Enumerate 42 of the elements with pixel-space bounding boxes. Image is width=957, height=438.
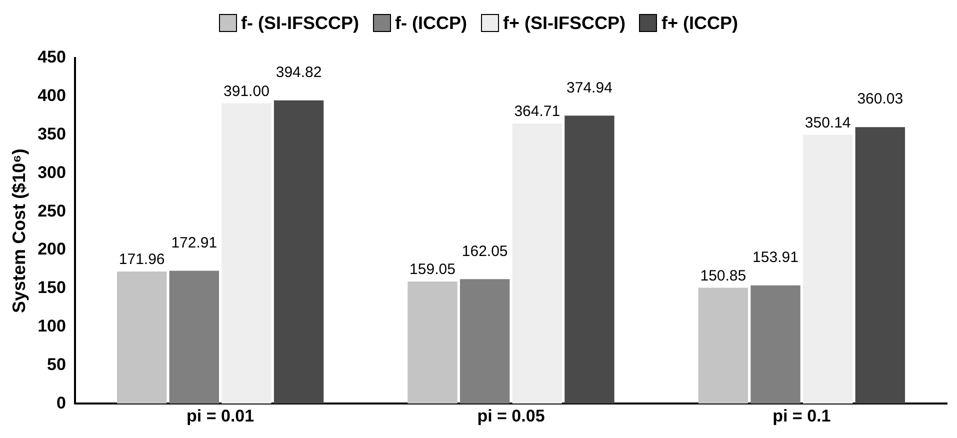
data-label: 159.05 (410, 261, 456, 278)
bar (564, 116, 614, 404)
bar (512, 124, 562, 404)
bar (274, 100, 324, 404)
data-label: 171.96 (118, 251, 165, 268)
y-axis-title: System Cost ($10⁶) (8, 148, 29, 313)
y-tick-label: 450 (38, 48, 66, 67)
bar (802, 134, 853, 404)
bar (408, 281, 458, 404)
bar (169, 270, 219, 404)
y-tick-label: 250 (38, 201, 66, 220)
x-tick-label: pi = 0.1 (772, 406, 831, 426)
data-label: 394.82 (276, 64, 322, 82)
bar (222, 103, 272, 404)
bar (116, 272, 167, 404)
x-tick-label: pi = 0.05 (477, 406, 545, 426)
y-tick-label: 300 (38, 162, 66, 182)
data-label: 153.91 (752, 249, 798, 266)
y-tick-label: 0 (56, 393, 66, 412)
legend-label: f- (SI-IFSCCP) (241, 12, 359, 34)
data-label: 172.91 (171, 234, 218, 252)
data-label: 150.85 (700, 267, 746, 284)
data-label: 364.71 (514, 103, 560, 120)
y-tick-label: 350 (38, 124, 66, 144)
bar (698, 288, 748, 404)
legend-label: f- (ICCP) (394, 12, 467, 34)
bar (750, 285, 800, 404)
x-tick-label: pi = 0.01 (186, 406, 254, 426)
y-tick-label: 150 (38, 278, 66, 298)
y-tick-label: 100 (38, 316, 66, 336)
data-label: 162.05 (462, 242, 508, 260)
data-label: 350.14 (804, 114, 851, 132)
legend-label: f+ (ICCP) (661, 12, 738, 34)
y-tick-label: 200 (38, 240, 66, 259)
data-label: 360.03 (857, 90, 904, 108)
data-label: 391.00 (224, 82, 270, 100)
y-tick-label: 400 (38, 86, 66, 106)
legend-label: f+ (SI-IFSCCP) (502, 12, 626, 34)
y-tick-label: 50 (47, 354, 66, 374)
bar (460, 279, 510, 404)
data-label: 374.94 (566, 79, 612, 96)
bar (855, 127, 905, 404)
